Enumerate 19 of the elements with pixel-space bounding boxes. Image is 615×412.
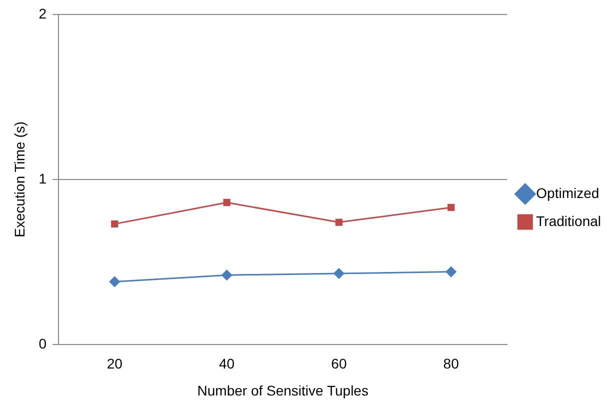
- legend-label: Optimized: [536, 184, 600, 201]
- legend-label: Traditional: [536, 212, 602, 229]
- point: [334, 268, 344, 279]
- point: [448, 204, 455, 212]
- y-tick-label: 1: [38, 170, 47, 186]
- x-axis-title: Number of Sensitive Tuples: [197, 382, 368, 398]
- x-tick-label: 20: [106, 356, 123, 372]
- y-tick-label: 2: [38, 5, 47, 22]
- y-tick-label: 0: [38, 335, 47, 352]
- x-tick-label: 40: [219, 356, 235, 372]
- y-axis-title: Execution Time (s): [11, 121, 28, 238]
- point: [223, 198, 230, 206]
- point: [222, 270, 232, 280]
- point: [111, 220, 118, 228]
- point: [335, 218, 343, 226]
- x-tick-label: 60: [331, 356, 347, 372]
- point: [109, 276, 120, 287]
- point: [446, 266, 456, 278]
- x-tick-label: 80: [443, 356, 460, 372]
